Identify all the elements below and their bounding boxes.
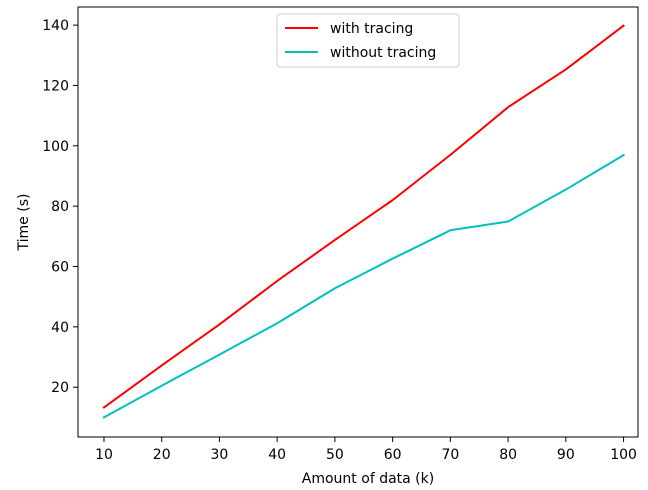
- x-tick-label: 30: [211, 447, 229, 463]
- x-tick-label: 20: [153, 447, 171, 463]
- y-tick-label: 80: [51, 199, 69, 215]
- y-axis-label: Time (s): [16, 194, 32, 252]
- legend: with tracing without tracing: [276, 13, 460, 68]
- legend-label-without-tracing: without tracing: [330, 45, 436, 61]
- legend-box: [276, 13, 460, 68]
- y-axis-ticks: 20 40 60 80 100 120 140: [42, 18, 78, 396]
- y-tick-label: 20: [51, 380, 69, 396]
- x-tick-label: 90: [557, 447, 575, 463]
- x-tick-label: 100: [610, 447, 637, 463]
- x-tick-label: 60: [384, 447, 402, 463]
- x-tick-label: 10: [95, 447, 113, 463]
- series-line-without-tracing: [102, 153, 625, 419]
- y-tick-label: 120: [42, 78, 69, 94]
- x-tick-label: 40: [268, 447, 286, 463]
- x-tick-label: 50: [326, 447, 344, 463]
- plot-frame: [77, 6, 639, 438]
- series-line-with-tracing: [102, 24, 625, 409]
- x-tick-label: 80: [499, 447, 517, 463]
- x-axis-ticks: 10 20 30 40 50 60 70 80 90 100: [95, 437, 637, 463]
- x-tick-label: 70: [441, 447, 459, 463]
- x-axis-label: Amount of data (k): [302, 471, 434, 487]
- series-layer: [102, 24, 625, 419]
- y-tick-label: 60: [51, 260, 69, 276]
- y-tick-label: 140: [42, 18, 69, 34]
- legend-label-with-tracing: with tracing: [330, 21, 413, 37]
- y-tick-label: 40: [51, 320, 69, 336]
- y-tick-label: 100: [42, 139, 69, 155]
